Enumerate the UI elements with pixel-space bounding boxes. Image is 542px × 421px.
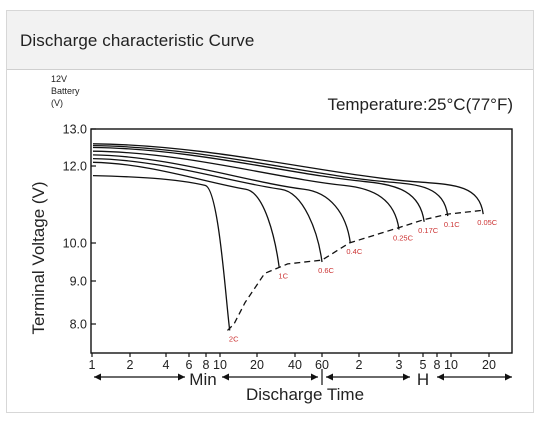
min-range-arrow-head-left [222, 373, 229, 381]
x-tick-label: 40 [288, 358, 302, 372]
hour-range-arrow-head-right [505, 373, 512, 381]
x-tick-label: 8 [203, 358, 210, 372]
series-rate-label: 2C [229, 334, 239, 343]
series-rate-label: 0.17C [418, 226, 439, 235]
discharge-curve [92, 150, 400, 230]
x-axis-label: Discharge Time [246, 385, 364, 404]
series-rate-label: 0.25C [393, 234, 414, 243]
y-tick-label: 12.0 [63, 160, 87, 174]
x-tick-label: 5 [420, 358, 427, 372]
x-unit-min-label: Min [189, 370, 216, 389]
series-rate-label: 0.4C [346, 247, 362, 256]
min-range-arrow-head-right [311, 373, 318, 381]
y-unit-label-line: Battery [51, 86, 80, 96]
x-tick-label: 20 [482, 358, 496, 372]
x-tick-label: 10 [213, 358, 227, 372]
discharge-curve [92, 143, 484, 215]
x-tick-label: 3 [396, 358, 403, 372]
series-rate-label: 1C [278, 272, 288, 281]
x-tick-label: 60 [315, 358, 329, 372]
discharge-curve [92, 157, 323, 263]
min-range-arrow-head-right [178, 373, 185, 381]
chart-frame: Discharge characteristic Curve [6, 10, 534, 413]
min-range-arrow-head-left [94, 373, 101, 381]
temperature-subtitle: Temperature:25°C(77°F) [327, 95, 513, 114]
x-tick-label: 20 [250, 358, 264, 372]
y-unit-label-line: 12V [51, 74, 67, 84]
discharge-curve [92, 154, 351, 244]
y-tick-label: 10.0 [63, 237, 87, 251]
x-tick-label: 10 [444, 358, 458, 372]
x-tick-label: 4 [163, 358, 170, 372]
x-tick-label: 2 [127, 358, 134, 372]
plot-border [90, 128, 513, 354]
series-rate-label: 0.1C [444, 220, 460, 229]
plot-area: 13.012.010.09.08.01 2 4 6 8 10 20 40 60 2 3 5 8 10 202… [63, 123, 513, 385]
discharge-curve [92, 174, 231, 331]
series-rate-label: 0.6C [318, 266, 334, 275]
cutoff-voltage-curve [227, 209, 484, 331]
y-axis-label: Terminal Voltage (V) [29, 181, 48, 334]
y-tick-label: 8.0 [70, 318, 87, 332]
x-tick-label: 1 [89, 358, 96, 372]
x-tick-label: 2 [356, 358, 363, 372]
y-unit-label-line: (V) [51, 98, 63, 108]
x-tick-label: 8 [434, 358, 441, 372]
y-tick-label: 9.0 [70, 275, 87, 289]
hour-range-arrow-head-right [403, 373, 410, 381]
hour-range-arrow-head-left [437, 373, 444, 381]
series-rate-label: 0.05C [477, 218, 498, 227]
y-tick-label: 13.0 [63, 123, 87, 137]
x-unit-hour-label: H [417, 370, 429, 389]
hour-range-arrow-head-left [326, 373, 333, 381]
discharge-curve [92, 145, 449, 217]
header-bar: Discharge characteristic Curve [7, 11, 533, 70]
x-tick-label: 6 [186, 358, 193, 372]
discharge-curve [92, 146, 425, 222]
chart-title: Discharge characteristic Curve [20, 31, 255, 50]
discharge-curve [92, 161, 280, 268]
